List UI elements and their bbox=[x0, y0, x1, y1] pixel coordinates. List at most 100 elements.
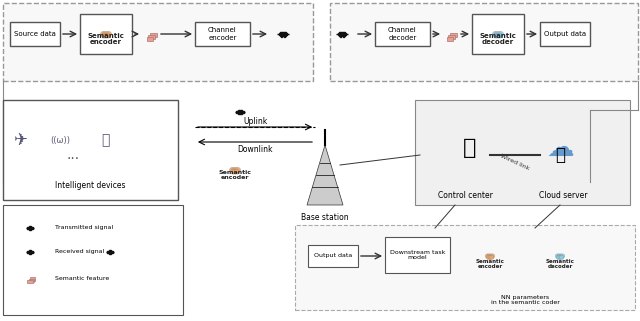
Circle shape bbox=[499, 31, 504, 37]
Circle shape bbox=[232, 169, 237, 174]
Bar bbox=[28, 227, 29, 229]
Bar bbox=[341, 32, 342, 36]
Text: Semantic
encoder: Semantic encoder bbox=[476, 259, 504, 269]
Bar bbox=[339, 32, 340, 36]
Text: Base station: Base station bbox=[301, 213, 349, 221]
Bar bbox=[448, 35, 455, 39]
Bar bbox=[3, 3, 313, 81]
Bar bbox=[10, 22, 60, 46]
Bar bbox=[148, 35, 155, 39]
Circle shape bbox=[559, 255, 564, 259]
Bar bbox=[3, 100, 178, 200]
Bar bbox=[243, 111, 244, 113]
Text: Semantic
decoder: Semantic decoder bbox=[545, 259, 575, 269]
Circle shape bbox=[497, 31, 502, 37]
Bar bbox=[375, 22, 430, 46]
Bar bbox=[109, 251, 111, 253]
Circle shape bbox=[230, 168, 234, 172]
Circle shape bbox=[100, 31, 106, 37]
Text: Downstream task
model: Downstream task model bbox=[390, 250, 445, 260]
Bar bbox=[340, 31, 341, 37]
Bar bbox=[342, 31, 344, 37]
Circle shape bbox=[489, 254, 493, 258]
Circle shape bbox=[558, 255, 562, 259]
Circle shape bbox=[490, 255, 494, 259]
Bar bbox=[242, 110, 243, 114]
Text: Source data: Source data bbox=[14, 31, 56, 37]
Circle shape bbox=[232, 168, 237, 172]
Text: Cloud server: Cloud server bbox=[539, 190, 588, 199]
Bar bbox=[28, 280, 33, 283]
Bar bbox=[295, 225, 635, 310]
Circle shape bbox=[102, 33, 106, 38]
Bar bbox=[147, 37, 154, 41]
Circle shape bbox=[487, 254, 492, 258]
Circle shape bbox=[557, 254, 561, 258]
Circle shape bbox=[556, 255, 561, 259]
Text: ((ω)): ((ω)) bbox=[50, 135, 70, 144]
Text: Channel
encoder: Channel encoder bbox=[208, 28, 237, 40]
Circle shape bbox=[106, 31, 111, 37]
Bar bbox=[415, 100, 630, 205]
Bar bbox=[308, 245, 358, 267]
Bar bbox=[31, 227, 32, 229]
Circle shape bbox=[490, 254, 495, 258]
Text: NN parameters
in the semantic coder: NN parameters in the semantic coder bbox=[491, 295, 559, 305]
Bar bbox=[338, 33, 339, 35]
Text: Semantic
decoder: Semantic decoder bbox=[479, 32, 516, 46]
Text: ✈: ✈ bbox=[13, 131, 27, 149]
Bar bbox=[31, 251, 32, 253]
Text: ...: ... bbox=[67, 148, 79, 162]
Text: Semantic
encoder: Semantic encoder bbox=[88, 32, 124, 46]
Circle shape bbox=[497, 33, 502, 38]
Text: ☁: ☁ bbox=[546, 134, 574, 162]
Bar bbox=[80, 14, 132, 54]
Bar bbox=[112, 251, 113, 253]
Text: Transmitted signal: Transmitted signal bbox=[55, 225, 113, 230]
Text: Wired link: Wired link bbox=[500, 153, 531, 171]
Bar bbox=[540, 22, 590, 46]
Bar bbox=[236, 111, 237, 113]
Text: Control center: Control center bbox=[438, 190, 492, 199]
Text: 🖥: 🖥 bbox=[463, 138, 477, 158]
Text: Output data: Output data bbox=[314, 254, 352, 258]
Bar bbox=[472, 14, 524, 54]
Text: Received signal: Received signal bbox=[55, 249, 104, 255]
Circle shape bbox=[486, 255, 490, 259]
Circle shape bbox=[493, 33, 499, 38]
Circle shape bbox=[236, 168, 241, 172]
Bar bbox=[278, 33, 280, 35]
Circle shape bbox=[104, 31, 109, 37]
Bar bbox=[27, 227, 28, 229]
Bar bbox=[239, 110, 241, 114]
Bar bbox=[3, 205, 183, 315]
Text: 🖥: 🖥 bbox=[555, 146, 565, 164]
Bar bbox=[385, 237, 450, 273]
Text: 📷: 📷 bbox=[101, 133, 109, 147]
Circle shape bbox=[495, 33, 500, 38]
Text: Semantic
encoder: Semantic encoder bbox=[218, 169, 252, 180]
Circle shape bbox=[561, 254, 564, 258]
Bar bbox=[447, 37, 453, 41]
Circle shape bbox=[234, 168, 239, 172]
Circle shape bbox=[488, 255, 492, 259]
Bar bbox=[28, 251, 29, 253]
Text: Output data: Output data bbox=[544, 31, 586, 37]
Bar bbox=[108, 251, 109, 253]
Circle shape bbox=[102, 31, 108, 37]
Bar bbox=[32, 251, 33, 253]
Bar bbox=[330, 3, 638, 81]
Bar bbox=[29, 279, 34, 282]
Text: Channel
decoder: Channel decoder bbox=[388, 28, 417, 40]
Bar bbox=[111, 251, 112, 253]
Circle shape bbox=[104, 33, 109, 38]
Bar bbox=[286, 33, 287, 35]
Bar bbox=[195, 22, 250, 46]
Circle shape bbox=[485, 254, 490, 258]
Circle shape bbox=[559, 254, 563, 258]
Bar bbox=[344, 32, 345, 36]
Polygon shape bbox=[307, 145, 343, 205]
Bar bbox=[284, 31, 285, 37]
Text: Intelligent devices: Intelligent devices bbox=[55, 180, 125, 189]
Bar bbox=[107, 251, 108, 253]
